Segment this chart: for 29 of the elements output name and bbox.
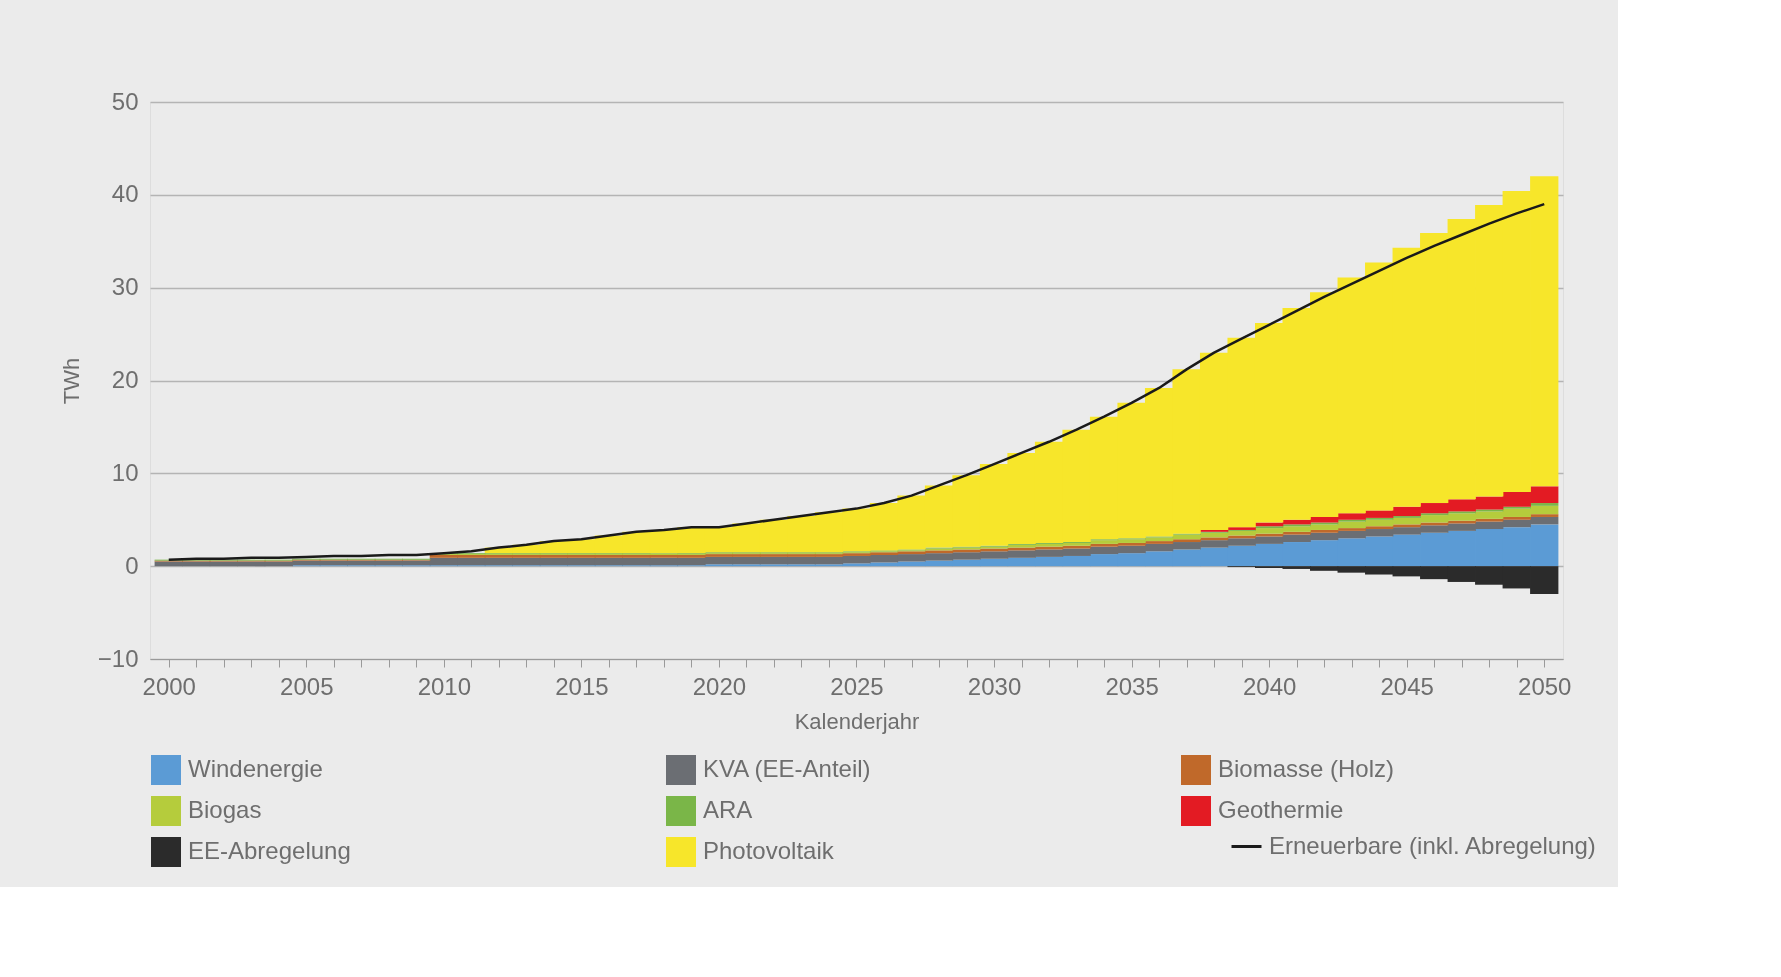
legend-label: ARA [703, 796, 753, 823]
legend-label: Biomasse (Holz) [1218, 755, 1395, 782]
y-tick-label: 30 [111, 273, 139, 301]
x-tick-label: 2030 [967, 672, 1022, 700]
legend-label: Biogas [188, 796, 262, 823]
x-axis-title: Kalenderjahr [794, 708, 920, 734]
y-tick-label: 50 [111, 87, 139, 115]
y-tick-label: 0 [125, 551, 139, 579]
legend-label: Erneuerbare (inkl. Abregelung) [1269, 831, 1596, 859]
x-tick-label: 2015 [555, 672, 609, 700]
y-axis-title: TWh [58, 357, 84, 405]
x-tick-label: 2040 [1242, 672, 1297, 700]
x-tick-label: 2025 [830, 672, 884, 700]
y-tick-label: 40 [111, 180, 139, 208]
x-tick-label: 2005 [280, 672, 334, 700]
legend-label: Photovoltaik [703, 837, 835, 864]
y-tick-label: −10 [97, 644, 139, 672]
x-tick-label: 2020 [692, 672, 747, 700]
legend-label: Geothermie [1218, 796, 1344, 823]
legend-label: Windenergie [188, 755, 323, 782]
x-tick-label: 2035 [1105, 672, 1159, 700]
y-tick-label: 20 [111, 366, 139, 393]
legend-label: KVA (EE-Anteil) [703, 755, 871, 782]
legend-label: EE-Abregelung [188, 837, 351, 864]
x-tick-label: 2050 [1518, 672, 1572, 700]
y-tick-label: 10 [111, 458, 139, 486]
x-tick-label: 2000 [142, 672, 196, 700]
x-tick-label: 2010 [417, 672, 472, 700]
x-tick-label: 2045 [1380, 672, 1434, 700]
